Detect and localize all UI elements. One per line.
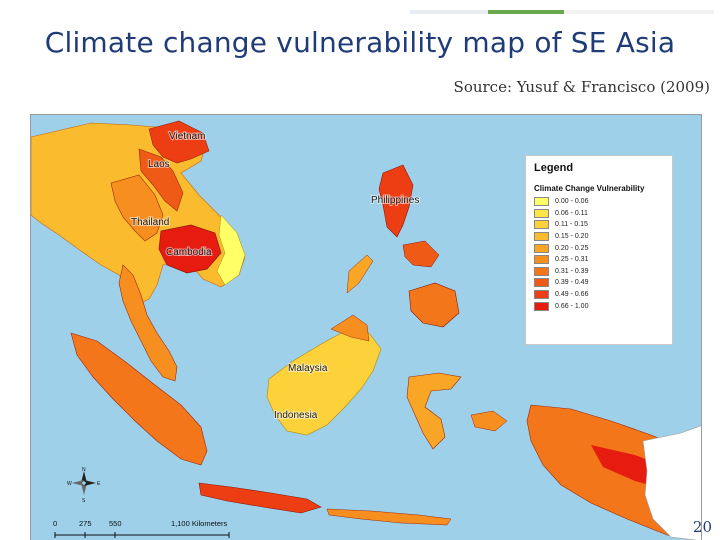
header-accent-bar-green — [488, 10, 564, 14]
legend-title: Legend — [534, 162, 574, 174]
slide-title: Climate change vulnerability map of SE A… — [44, 26, 676, 59]
sabah-region — [330, 314, 370, 342]
visayas-islands — [402, 240, 440, 268]
map-canvas: Vietnam Laos Thailand Cambodia Philippin… — [31, 120, 701, 540]
legend-class-list: 0.00 - 0.06 0.06 - 0.11 0.11 - 0.15 0.15… — [534, 196, 664, 312]
vulnerability-map: Vietnam Laos Thailand Cambodia Philippin… — [30, 114, 702, 540]
scale-ruler — [54, 532, 230, 538]
legend-class: 0.66 - 1.00 — [534, 300, 664, 312]
legend-class-label: 0.11 - 0.15 — [555, 221, 588, 229]
legend-class: 0.00 - 0.06 — [534, 196, 664, 208]
label-cambodia: Cambodia — [166, 247, 212, 258]
cambodia-region — [158, 224, 222, 274]
legend-swatch — [534, 232, 549, 242]
malay-peninsula — [118, 264, 178, 382]
legend-class: 0.06 - 0.11 — [534, 208, 664, 220]
compass-w: W — [67, 481, 72, 487]
legend-class: 0.49 - 0.66 — [534, 289, 664, 301]
maluku-islands — [470, 410, 508, 432]
legend-class: 0.15 - 0.20 — [534, 231, 664, 243]
legend-class-label: 0.15 - 0.20 — [555, 233, 589, 241]
label-philippines: Philippines — [371, 195, 419, 206]
legend-swatch — [534, 208, 549, 218]
legend-class: 0.25 - 0.31 — [534, 254, 664, 266]
legend-class-label: 0.66 - 1.00 — [555, 302, 589, 310]
legend-class-label: 0.00 - 0.06 — [555, 198, 589, 206]
sumatra-island — [70, 332, 208, 466]
thailand-region — [110, 174, 164, 242]
legend-class-label: 0.06 - 0.11 — [555, 209, 588, 217]
legend-swatch — [534, 255, 549, 265]
scale-tick-label: 0 — [53, 519, 58, 528]
source-citation: Source: Yusuf & Francisco (2009) — [453, 78, 710, 96]
compass-e: E — [97, 481, 101, 487]
label-laos: Laos — [148, 159, 170, 170]
legend-swatch — [534, 290, 549, 300]
legend-swatch — [534, 243, 549, 253]
page-number: 20 — [692, 518, 712, 536]
label-thailand: Thailand — [131, 217, 169, 228]
legend-class: 0.39 - 0.49 — [534, 277, 664, 289]
borneo-island — [266, 328, 382, 436]
legend-subtitle: Climate Change Vulnerability — [534, 184, 645, 193]
luzon-island — [378, 164, 414, 238]
legend-class-label: 0.25 - 0.31 — [555, 256, 589, 264]
legend-class-label: 0.20 - 0.25 — [555, 244, 589, 252]
label-vietnam: Vietnam — [169, 131, 206, 142]
legend-swatch — [534, 278, 549, 288]
legend-swatch — [534, 197, 549, 207]
sulawesi-island — [406, 372, 462, 450]
scale-tick-label: 1,100 Kilometers — [171, 519, 228, 528]
legend-class-label: 0.39 - 0.49 — [555, 279, 589, 287]
legend-swatch — [534, 301, 549, 311]
palawan-island — [346, 254, 374, 294]
legend-swatch — [534, 266, 549, 276]
vietnam-region — [148, 120, 210, 164]
compass-rose-icon: N S W E — [67, 467, 101, 504]
map-legend: Legend Climate Change Vulnerability 0.00… — [525, 155, 673, 345]
java-island — [198, 482, 322, 514]
header-accent-bar-right — [564, 10, 714, 14]
header-accent-bar-left — [410, 10, 488, 14]
scale-tick-label: 275 — [79, 519, 92, 528]
png-region — [642, 425, 701, 540]
label-indonesia: Indonesia — [274, 410, 318, 421]
compass-n: N — [82, 467, 86, 473]
scale-bar: 0 275 550 1,100 Kilometers — [53, 519, 293, 540]
label-malaysia: Malaysia — [288, 363, 328, 374]
legend-class: 0.31 - 0.39 — [534, 266, 664, 278]
laos-region — [138, 148, 184, 212]
lesser-sunda-islands — [326, 508, 452, 526]
mindanao-island — [408, 282, 460, 328]
compass-s: S — [82, 498, 86, 504]
legend-swatch — [534, 220, 549, 230]
legend-class: 0.20 - 0.25 — [534, 242, 664, 254]
legend-class-label: 0.49 - 0.66 — [555, 291, 589, 299]
legend-class-label: 0.31 - 0.39 — [555, 267, 589, 275]
legend-class: 0.11 - 0.15 — [534, 219, 664, 231]
scale-tick-label: 550 — [109, 519, 122, 528]
south-vietnam-region — [216, 214, 246, 286]
